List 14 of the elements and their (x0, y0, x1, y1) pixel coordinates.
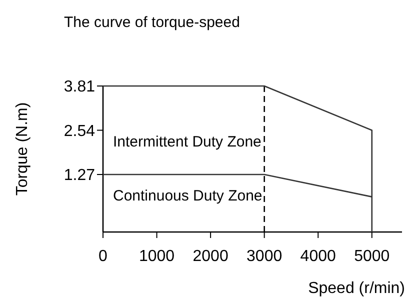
y-tick-label: 2.54 (64, 122, 96, 140)
x-tick-label: 5000 (354, 248, 390, 265)
y-tick-label: 3.81 (64, 78, 96, 96)
x-tick-label: 0 (98, 248, 108, 265)
y-axis-title: Torque (N.m) (14, 102, 31, 196)
chart-title: The curve of torque-speed (64, 14, 240, 31)
x-tick-label: 1000 (138, 248, 175, 265)
x-tick-label: 4000 (300, 248, 336, 265)
annotation: Intermittent Duty Zone (113, 133, 262, 150)
annotation: Continuous Duty Zone (113, 187, 262, 204)
x-axis-title: Speed (r/min) (308, 280, 405, 297)
y-tick-label: 1.27 (64, 167, 96, 184)
x-tick-label: 3000 (246, 248, 282, 265)
x-tick-label: 2000 (192, 248, 228, 265)
